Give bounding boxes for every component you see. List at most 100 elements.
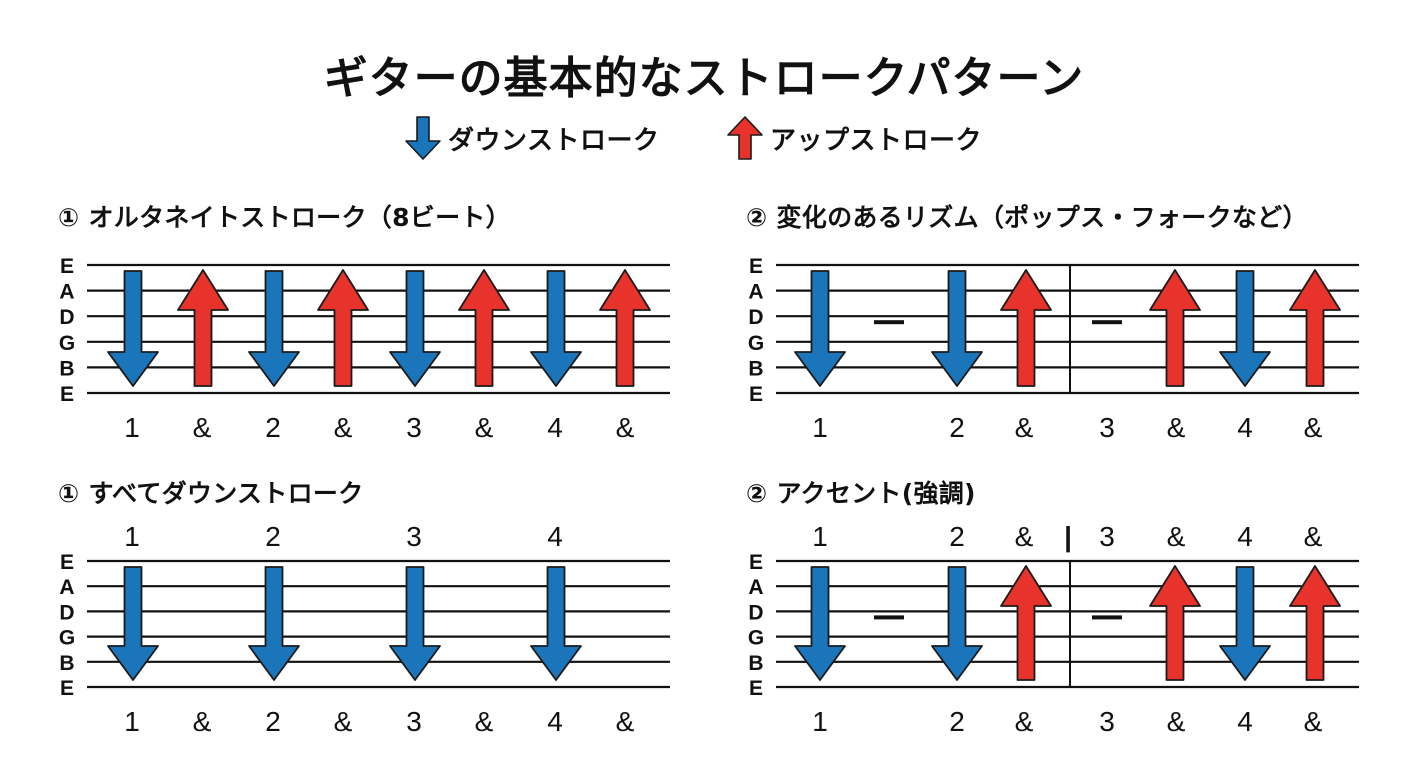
string-label: D (59, 306, 74, 329)
down-stroke-arrow-icon (389, 270, 441, 387)
string-label: B (59, 357, 74, 380)
string-label: E (60, 255, 74, 278)
beat-count-bottom: & (193, 706, 212, 737)
panel-heading-varied-rhythm: ② 変化のあるリズム（ポップス・フォークなど） (746, 203, 1308, 232)
beat-count-bottom: & (1304, 706, 1323, 737)
beat-count-bottom: 2 (265, 706, 281, 737)
string-label: G (59, 332, 75, 355)
string-label: D (59, 601, 74, 624)
string-label: A (59, 576, 74, 599)
up-arrow-icon (727, 116, 763, 160)
beat-count-bottom: 4 (547, 706, 563, 737)
beat-count-top: & (1304, 521, 1323, 552)
string-label: G (748, 332, 764, 355)
beat-count-bottom: & (193, 412, 212, 443)
up-stroke-arrow-icon (1149, 269, 1201, 387)
beat-count-top: 1 (812, 521, 828, 552)
legend-item-down: ダウンストローク (404, 112, 659, 164)
beat-count-top: & (1015, 521, 1034, 552)
string-label: E (60, 383, 74, 406)
down-stroke-arrow-icon (1219, 566, 1271, 681)
string-label: A (748, 281, 763, 304)
beat-count-bottom: & (475, 706, 494, 737)
beat-count-top: 2 (949, 521, 965, 552)
string-label: E (749, 677, 763, 700)
rest-mark (1092, 615, 1122, 620)
string-label: D (748, 601, 763, 624)
beat-count-top: | (1064, 521, 1072, 552)
beat-count-bottom: & (616, 412, 635, 443)
rest-mark (874, 320, 904, 325)
beat-count-bottom: & (475, 412, 494, 443)
beat-count-top: 4 (1237, 521, 1253, 552)
down-stroke-arrow-icon (389, 566, 441, 681)
string-label: D (748, 306, 763, 329)
legend-item-up: アップストローク (726, 112, 982, 164)
panel-heading-alternate: ① オルタネイトストローク（8ビート） (58, 203, 511, 232)
up-stroke-arrow-icon (177, 269, 229, 387)
string-label: E (60, 551, 74, 574)
up-stroke-arrow-icon (1000, 565, 1052, 681)
down-stroke-arrow-icon (248, 270, 300, 387)
beat-count-bottom: 1 (124, 412, 140, 443)
beat-count-bottom: & (1167, 706, 1186, 737)
legend-label-down: ダウンストローク (448, 125, 660, 156)
down-stroke-arrow-icon (107, 270, 159, 387)
string-label: G (59, 627, 75, 650)
beat-count-bottom: 3 (406, 706, 422, 737)
beat-count-bottom: 2 (949, 412, 965, 443)
beat-count-top: & (1167, 521, 1186, 552)
down-stroke-arrow-icon (107, 566, 159, 681)
beat-count-top: 4 (547, 521, 563, 552)
up-stroke-arrow-icon (599, 269, 651, 387)
beat-count-bottom: 1 (124, 706, 140, 737)
string-label: B (59, 652, 74, 675)
beat-count-bottom: 4 (547, 412, 563, 443)
string-label: E (749, 551, 763, 574)
legend: ダウンストローク アップストローク (0, 112, 1408, 164)
down-stroke-arrow-icon (794, 270, 846, 387)
up-stroke-arrow-icon (1000, 269, 1052, 387)
beat-count-bottom: & (1015, 412, 1034, 443)
string-label: E (749, 383, 763, 406)
beat-count-bottom: & (616, 706, 635, 737)
rest-mark (1092, 320, 1122, 325)
down-stroke-arrow-icon (931, 270, 983, 387)
page-title: ギターの基本的なストロークパターン (323, 53, 1085, 104)
string-label: B (748, 357, 763, 380)
beat-count-bottom: 2 (949, 706, 965, 737)
string-label: A (748, 576, 763, 599)
down-stroke-arrow-icon (794, 566, 846, 681)
beat-count-top: 3 (1099, 521, 1115, 552)
up-stroke-arrow-icon (1149, 565, 1201, 681)
down-stroke-arrow-icon (530, 270, 582, 387)
beat-count-bottom: 1 (812, 706, 828, 737)
beat-count-bottom: & (334, 412, 353, 443)
string-label: E (60, 677, 74, 700)
up-stroke-arrow-icon (458, 269, 510, 387)
beat-count-bottom: 1 (812, 412, 828, 443)
beat-count-top: 2 (265, 521, 281, 552)
beat-count-bottom: 3 (406, 412, 422, 443)
up-stroke-arrow-icon (1289, 269, 1341, 387)
beat-count-bottom: & (1167, 412, 1186, 443)
beat-count-bottom: 4 (1237, 412, 1253, 443)
beat-count-bottom: 3 (1099, 412, 1115, 443)
down-stroke-arrow-icon (1219, 270, 1271, 387)
up-stroke-arrow-icon (317, 269, 369, 387)
string-label: G (748, 627, 764, 650)
panel-heading-all-down: ① すべてダウンストローク (58, 479, 364, 508)
beat-count-bottom: & (1304, 412, 1323, 443)
panel-heading-accent: ② アクセント(強調) (746, 479, 976, 508)
beat-count-top: 1 (124, 521, 140, 552)
beat-count-bottom: & (334, 706, 353, 737)
beat-count-bottom: 4 (1237, 706, 1253, 737)
string-label: A (59, 281, 74, 304)
down-stroke-arrow-icon (931, 566, 983, 681)
down-stroke-arrow-icon (530, 566, 582, 681)
string-label: E (749, 255, 763, 278)
